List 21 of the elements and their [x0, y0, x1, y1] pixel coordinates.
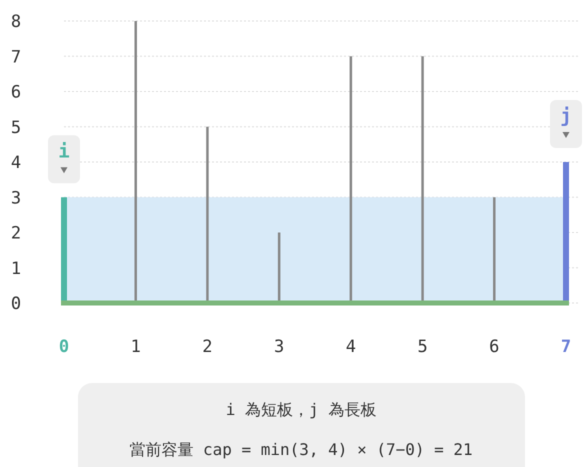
y-tick-label: 2: [10, 224, 22, 244]
y-tick-label: 6: [10, 82, 22, 102]
y-tick-label: 7: [10, 47, 22, 68]
x-tick-label: 7: [560, 337, 572, 357]
text: i 為短板，j 為長板: [226, 400, 376, 419]
y-tick-label: 5: [10, 118, 22, 138]
y-tick-label: 3: [10, 188, 22, 208]
text: 當前容量 cap = min(3, 4) × (7−0) = 21: [129, 440, 473, 459]
x-tick-label: 1: [130, 337, 141, 357]
x-tick-label: 2: [202, 337, 213, 357]
x-tick-label: 3: [274, 337, 284, 357]
x-tick-label: 0: [58, 337, 70, 357]
x-tick-label: 6: [489, 337, 500, 357]
y-tick-label: 1: [10, 258, 22, 279]
annotation: j: [560, 105, 572, 127]
annotation: i: [58, 140, 70, 162]
x-tick-label: 5: [417, 337, 428, 357]
y-tick-label: 4: [10, 153, 22, 173]
y-tick-label: 8: [10, 12, 22, 32]
x-tick-label: 4: [346, 337, 356, 357]
y-tick-label: 0: [10, 294, 22, 314]
